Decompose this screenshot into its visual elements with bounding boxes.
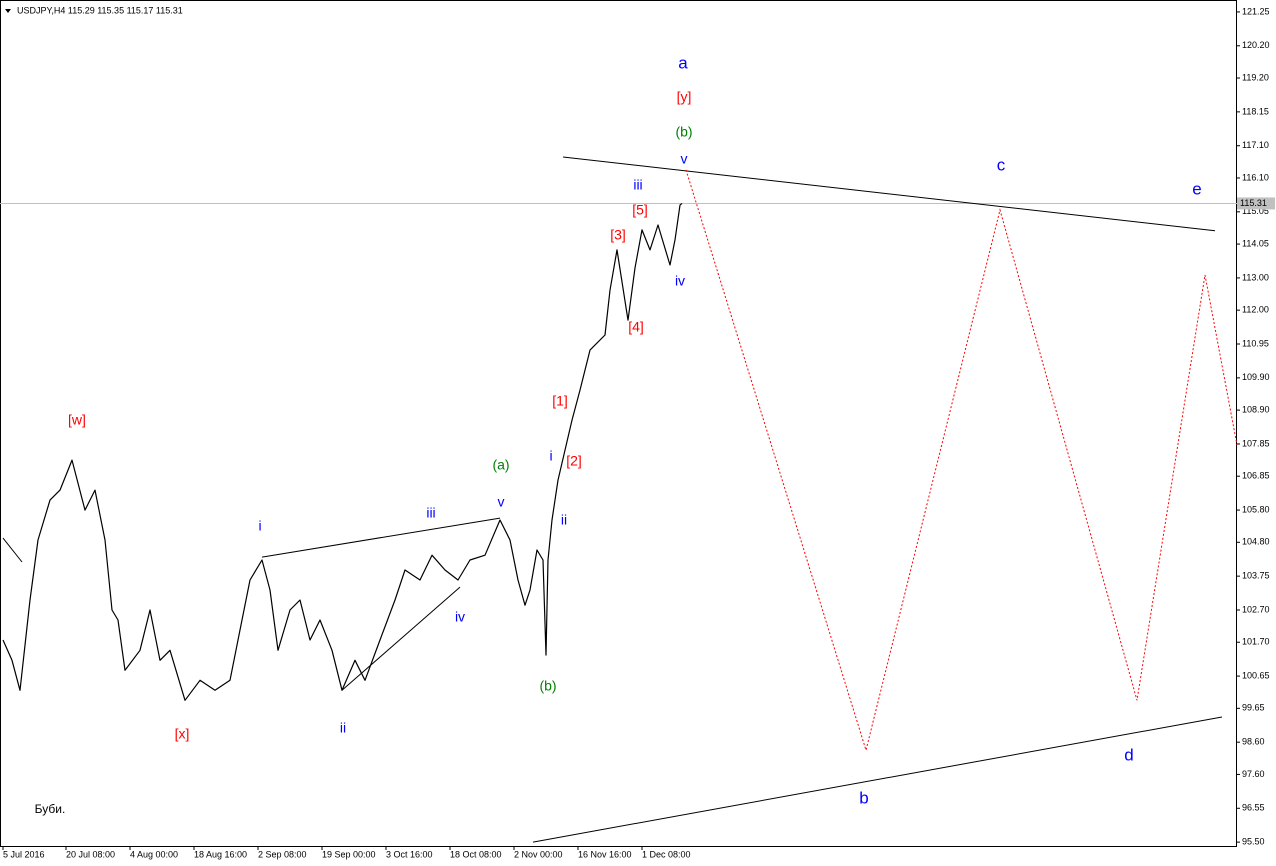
- wave-label: ii: [561, 512, 567, 528]
- header-arrow: [5, 9, 11, 13]
- wave-label: c: [997, 155, 1006, 174]
- wave-label: [3]: [610, 227, 626, 243]
- trendline: [261, 517, 501, 558]
- price-line: [2, 202, 683, 701]
- y-tick-label: 102.70: [1242, 604, 1270, 614]
- wave-label: v: [498, 494, 505, 510]
- wave-label: a: [678, 53, 688, 72]
- current-price-label: 115.31: [1240, 198, 1267, 208]
- y-tick-label: 113.00: [1242, 272, 1269, 282]
- wave-label: (b): [539, 678, 556, 694]
- wave-label: b: [859, 788, 868, 807]
- x-tick-label: 2 Nov 00:00: [514, 849, 563, 859]
- wave-label: i: [258, 518, 261, 534]
- y-tick-label: 110.95: [1242, 338, 1269, 348]
- wave-projection: [685, 169, 1238, 753]
- trendline: [532, 716, 1223, 843]
- wave-label: [4]: [628, 319, 644, 335]
- wave-label: [x]: [175, 726, 190, 742]
- y-tick-label: 115.05: [1242, 206, 1269, 216]
- y-tick-label: 95.50: [1242, 837, 1265, 847]
- wave-label: iv: [455, 609, 465, 625]
- y-tick-label: 99.65: [1242, 703, 1265, 713]
- x-tick-label: 20 Jul 08:00: [66, 849, 115, 859]
- trendline: [562, 156, 1216, 232]
- x-tick-label: 18 Aug 16:00: [194, 849, 247, 859]
- x-tick-label: 4 Aug 00:00: [130, 849, 178, 859]
- wave-label: (a): [492, 457, 509, 473]
- y-tick-label: 98.60: [1242, 737, 1265, 747]
- wave-label: i: [549, 448, 552, 464]
- y-tick-label: 97.60: [1242, 769, 1265, 779]
- y-tick-label: 114.05: [1242, 238, 1269, 248]
- plot-frame: [0, 0, 1237, 847]
- x-tick-label: 3 Oct 16:00: [386, 849, 433, 859]
- wave-label: [2]: [566, 453, 582, 469]
- wave-label: iii: [426, 505, 435, 521]
- y-tick-label: 117.10: [1242, 140, 1269, 150]
- y-tick-label: 112.00: [1242, 305, 1269, 315]
- y-tick-label: 103.75: [1242, 571, 1270, 581]
- y-tick-label: 119.20: [1242, 72, 1269, 82]
- wave-label: [w]: [68, 412, 86, 428]
- trendline: [2, 537, 23, 563]
- y-tick-label: 120.20: [1242, 40, 1270, 50]
- wave-label: [y]: [677, 89, 692, 105]
- wave-label: Буби.: [35, 802, 66, 816]
- y-tick-label: 106.85: [1242, 471, 1270, 481]
- wave-label: iii: [633, 177, 642, 193]
- wave-label: d: [1124, 745, 1133, 764]
- wave-label: e: [1192, 179, 1201, 198]
- y-tick-label: 105.80: [1242, 504, 1270, 514]
- y-tick-label: 96.55: [1242, 803, 1265, 813]
- chart-title: USDJPY,H4 115.29 115.35 115.17 115.31: [17, 5, 183, 15]
- wave-label: [1]: [552, 393, 568, 409]
- y-tick-label: 121.25: [1242, 6, 1270, 16]
- wave-label: [5]: [632, 202, 648, 218]
- x-tick-label: 19 Sep 00:00: [322, 849, 376, 859]
- y-tick-label: 109.90: [1242, 372, 1270, 382]
- x-tick-label: 1 Dec 08:00: [642, 849, 691, 859]
- y-tick-label: 100.65: [1242, 670, 1270, 680]
- y-tick-label: 118.15: [1242, 106, 1269, 116]
- wave-label: v: [681, 151, 688, 167]
- y-tick-label: 101.70: [1242, 637, 1270, 647]
- y-tick-label: 108.90: [1242, 404, 1270, 414]
- current-price-box: [1237, 197, 1275, 210]
- x-tick-label: 18 Oct 08:00: [450, 849, 502, 859]
- x-tick-label: 16 Nov 16:00: [578, 849, 632, 859]
- x-tick-label: 2 Sep 08:00: [258, 849, 307, 859]
- x-tick-label: 5 Jul 2016: [3, 849, 45, 859]
- wave-label: iv: [675, 273, 685, 289]
- wave-label: ii: [340, 720, 346, 736]
- y-tick-label: 104.80: [1242, 537, 1270, 547]
- wave-label: (b): [675, 124, 692, 140]
- y-tick-label: 107.85: [1242, 438, 1270, 448]
- y-tick-label: 116.10: [1242, 172, 1269, 182]
